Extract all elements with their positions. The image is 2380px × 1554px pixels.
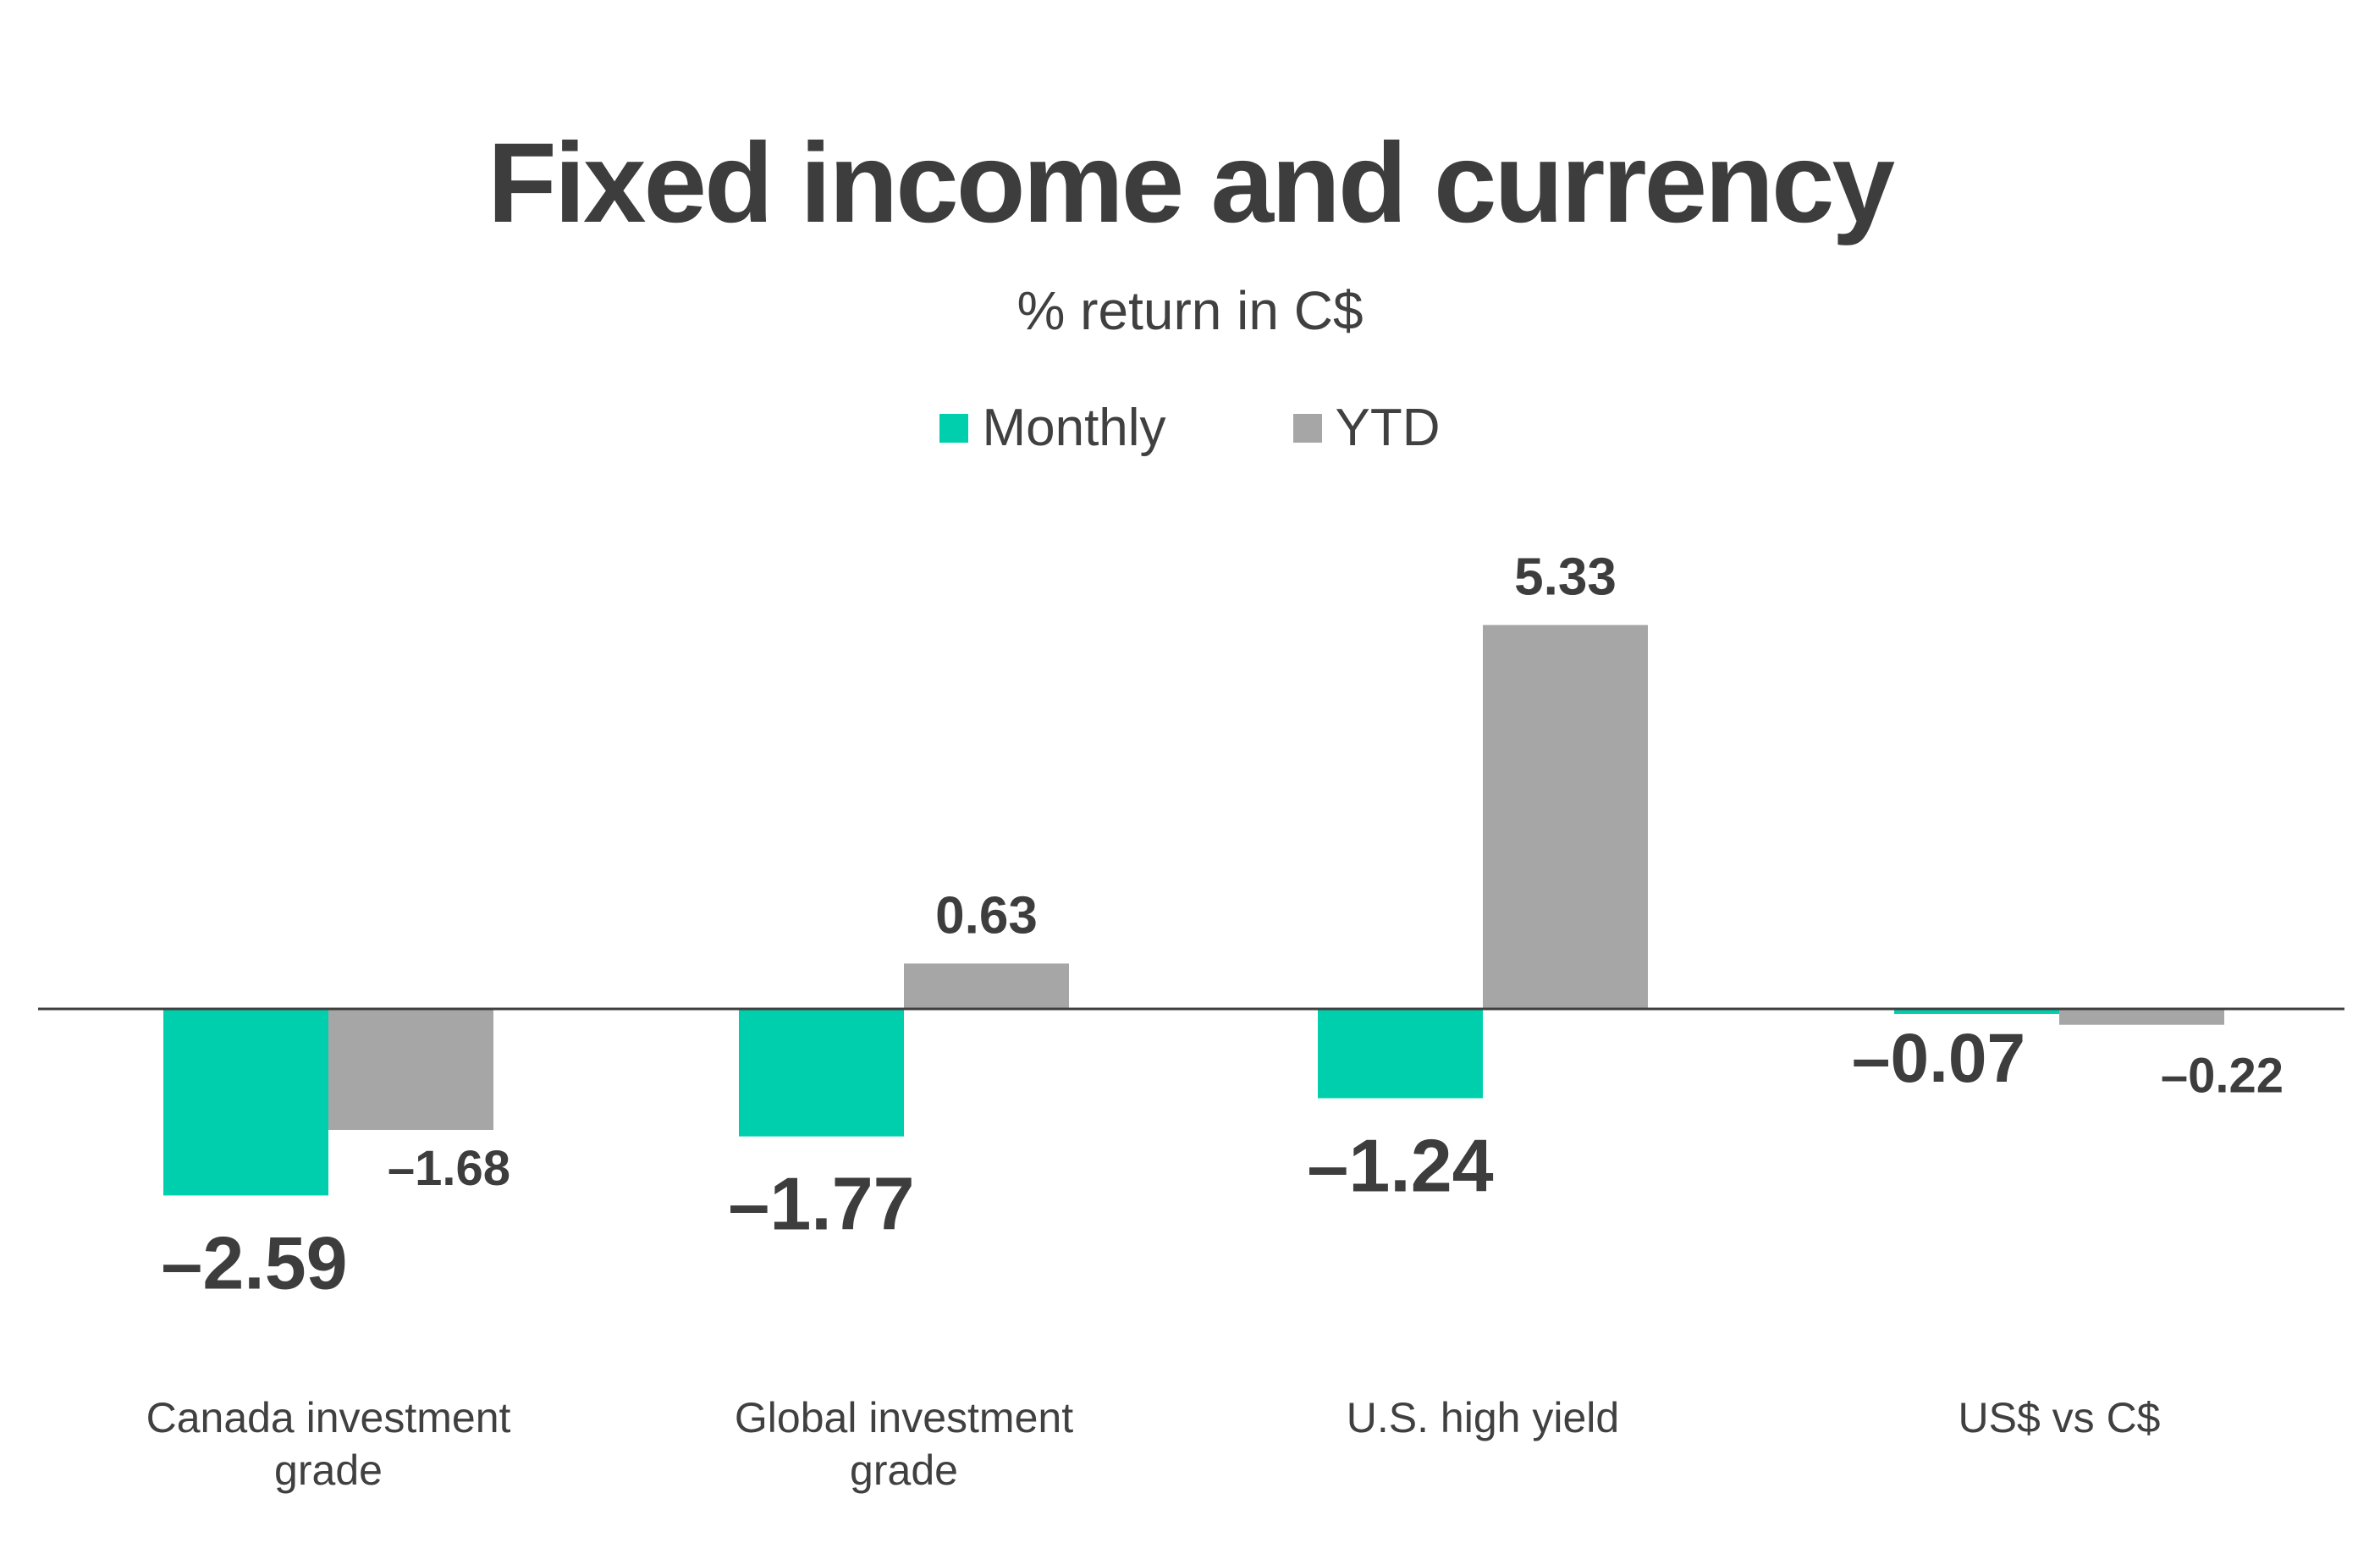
category-label-u-s-high-yield-line-1: U.S. high yield [1347,1394,1619,1441]
category-label-us-vs-c-line-1: US$ vs C$ [1959,1394,2161,1441]
value-label-monthly-canada-investment-grade: –2.59 [161,1221,347,1304]
bar-monthly-canada-investment-grade [163,1009,328,1196]
value-label-ytd-global-investment-grade: 0.63 [935,886,1038,945]
chart-subtitle: % return in C$ [1016,280,1364,341]
legend-item-monthly: Monthly [939,398,1166,458]
value-label-ytd-canada-investment-grade: –1.68 [388,1141,510,1196]
category-label-global-investment-grade-line-1: Global investment [735,1394,1073,1441]
legend-label-ytd: YTD [1335,399,1441,457]
value-label-monthly-global-investment-grade: –1.77 [728,1162,914,1246]
bar-monthly-us-vs-c [1894,1009,2059,1014]
bar-ytd-us-vs-c [2059,1009,2224,1025]
legend-label-monthly: Monthly [982,399,1166,457]
category-label-global-investment-grade-line-2: grade [850,1447,958,1494]
legend: Monthly YTD [0,398,2380,458]
value-label-monthly-u-s-high-yield: –1.24 [1307,1124,1493,1208]
legend-swatch-monthly [939,413,969,443]
chart-title: Fixed income and currency [487,120,1895,246]
value-label-ytd-u-s-high-yield: 5.33 [1514,548,1617,606]
legend-swatch-ytd [1292,413,1322,443]
legend-item-ytd: YTD [1292,398,1441,458]
bar-monthly-global-investment-grade [739,1009,904,1137]
value-label-monthly-us-vs-c: –0.07 [1852,1020,2025,1097]
bar-ytd-global-investment-grade [904,963,1069,1009]
value-label-ytd-us-vs-c: –0.22 [2161,1049,2284,1104]
category-label-canada-investment-grade-line-1: Canada investment [146,1394,511,1441]
bar-ytd-canada-investment-grade [328,1009,493,1130]
category-label-canada-investment-grade-line-2: grade [274,1447,383,1494]
bar-ytd-u-s-high-yield [1483,625,1648,1009]
bar-monthly-u-s-high-yield [1318,1009,1483,1099]
